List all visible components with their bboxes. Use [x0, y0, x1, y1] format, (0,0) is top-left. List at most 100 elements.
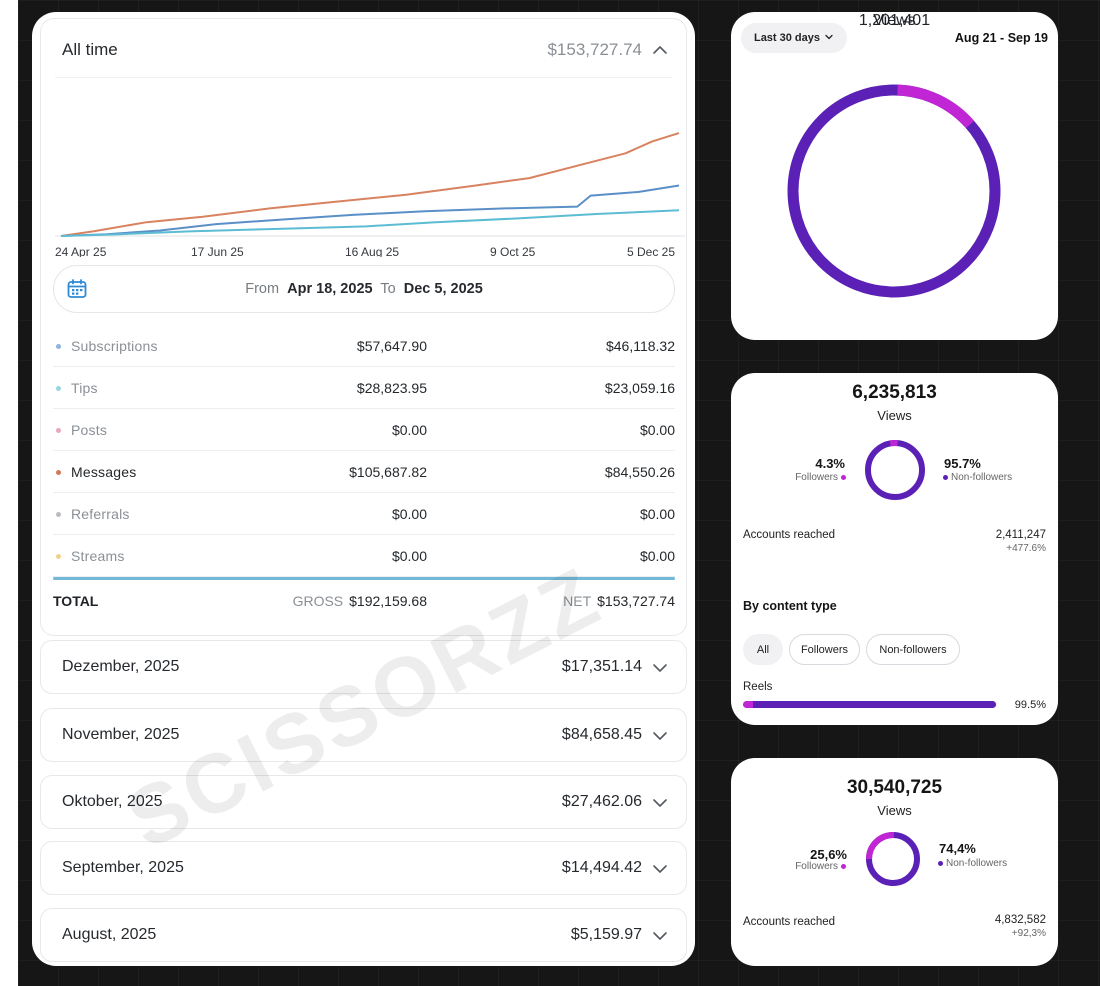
reels-progress-accent [743, 701, 753, 708]
views-label: Views [877, 408, 912, 423]
ring-nonfollowers [787, 84, 1001, 298]
x-tick-label: 17 Jun 25 [191, 245, 244, 257]
chevron-down-icon [824, 32, 834, 45]
month-name: September, 2025 [62, 859, 184, 876]
net-total: NET $153,727.74 [563, 593, 675, 609]
month-name: Oktober, 2025 [62, 793, 163, 810]
followers-percent: 25,6% [810, 847, 847, 862]
chevron-down-icon[interactable] [652, 795, 668, 811]
month-value: $27,462.06 [561, 793, 642, 810]
chip-all[interactable]: All [743, 634, 783, 665]
followers-swatch [841, 475, 846, 480]
chip-nonfollowers[interactable]: Non-followers [866, 634, 960, 665]
reels-percent: 99.5% [1014, 699, 1046, 711]
total-separator [53, 577, 675, 580]
views-stats-card-2: 30,540,725 Views 25,6% Followers 74,4% N… [731, 758, 1058, 966]
date-range-text: From Apr 18, 2025 To Dec 5, 2025 [54, 281, 674, 297]
period-label: Last 30 days [753, 32, 821, 44]
accounts-reached-delta: +477.6% [1006, 543, 1046, 554]
series-line-tips [60, 209, 680, 237]
chevron-up-icon[interactable] [652, 42, 668, 58]
month-row[interactable]: November, 2025 $84,658.45 [40, 708, 687, 762]
source-gross: $105,687.82 [349, 464, 427, 480]
source-color-dot [56, 554, 61, 559]
source-color-dot [56, 344, 61, 349]
source-net: $84,550.26 [604, 464, 675, 480]
followers-legend-label: Followers [795, 472, 838, 483]
views-stats-card: 6,235,813 Views 4.3% Followers 95.7% Non… [731, 373, 1058, 725]
source-name: Referrals [71, 506, 130, 522]
x-tick-label: 9 Oct 25 [490, 245, 536, 257]
source-color-dot [56, 386, 61, 391]
month-row[interactable]: August, 2025 $5,159.97 [40, 908, 687, 962]
date-range-label: Aug 21 - Sep 19 [954, 31, 1048, 45]
source-gross: $0.00 [391, 506, 427, 522]
nonfollowers-percent: 95.7% [944, 456, 981, 471]
series-line-messages [60, 132, 680, 237]
source-color-dot [56, 512, 61, 517]
source-name: Posts [71, 422, 108, 438]
month-row[interactable]: September, 2025 $14,494.42 [40, 841, 687, 895]
calendar-icon [66, 278, 88, 300]
views-ring [787, 84, 1001, 298]
chevron-down-icon[interactable] [652, 928, 668, 944]
source-net: $0.00 [639, 422, 675, 438]
x-tick-label: 5 Dec 25 [627, 245, 675, 257]
reels-progress-bar [743, 701, 997, 708]
views-label: Views [873, 12, 916, 29]
from-date: Apr 18, 2025 [287, 281, 373, 297]
x-tick-label: 24 Apr 25 [55, 245, 107, 257]
chevron-down-icon[interactable] [652, 861, 668, 877]
to-date: Dec 5, 2025 [403, 281, 483, 297]
net-value: $153,727.74 [597, 593, 675, 609]
source-row: Subscriptions $57,647.90 $46,118.32 [53, 325, 675, 367]
source-name: Tips [71, 380, 98, 396]
followers-percent: 4.3% [815, 456, 845, 471]
summary-header[interactable]: All time $153,727.74 [41, 19, 686, 79]
to-label: To [380, 281, 396, 297]
followers-legend-label: Followers [795, 861, 838, 872]
accounts-reached-label: Accounts reached [743, 529, 836, 541]
net-label: NET [563, 593, 592, 609]
source-row: Streams $0.00 $0.00 [53, 535, 675, 577]
views-value: 1,201,401 [858, 12, 931, 29]
followers-legend: Followers [795, 861, 846, 872]
nonfollowers-legend: Non-followers [938, 858, 1007, 869]
accounts-reached-value: 2,411,247 [995, 529, 1046, 541]
nonfollowers-legend-label: Non-followers [951, 472, 1013, 483]
month-row[interactable]: Dezember, 2025 $17,351.14 [40, 640, 687, 694]
chevron-down-icon[interactable] [652, 728, 668, 744]
source-net: $0.00 [639, 548, 675, 564]
total-label: TOTAL [53, 593, 99, 609]
nonfollowers-legend-label: Non-followers [946, 858, 1008, 869]
followers-swatch [841, 864, 846, 869]
earnings-summary: All time $153,727.74 24 Apr 25 17 Jun 25 1… [40, 18, 687, 636]
nonfollowers-swatch [938, 861, 943, 866]
nonfollowers-percent: 74,4% [939, 841, 976, 856]
source-color-dot [56, 470, 61, 475]
source-net: $0.00 [639, 506, 675, 522]
chevron-down-icon[interactable] [652, 660, 668, 676]
month-row[interactable]: Oktober, 2025 $27,462.06 [40, 775, 687, 829]
source-row: Referrals $0.00 $0.00 [53, 493, 675, 535]
source-gross: $28,823.95 [356, 380, 427, 396]
views-card: Last 30 days Aug 21 - Sep 19 Views 1,201… [731, 12, 1058, 340]
period-dropdown[interactable]: Last 30 days [741, 23, 847, 53]
followers-donut [865, 440, 925, 500]
views-label: Views [877, 803, 912, 818]
section-title: By content type [743, 599, 837, 613]
reels-label: Reels [743, 681, 773, 693]
source-row: Posts $0.00 $0.00 [53, 409, 675, 451]
nonfollowers-legend: Non-followers [943, 472, 1012, 483]
source-net: $23,059.16 [604, 380, 675, 396]
earnings-line-chart: 24 Apr 25 17 Jun 25 16 Aug 25 9 Oct 25 5 Dec… [55, 132, 685, 257]
views-total: 30,540,725 [846, 777, 943, 798]
source-row: Tips $28,823.95 $23,059.16 [53, 367, 675, 409]
summary-total: $153,727.74 [547, 40, 642, 59]
chip-followers[interactable]: Followers [789, 634, 860, 665]
accounts-reached-label: Accounts reached [743, 916, 836, 928]
reels-progress-fill [743, 701, 996, 708]
donut-nonfollowers [865, 440, 925, 500]
date-range-picker[interactable]: From Apr 18, 2025 To Dec 5, 2025 [53, 265, 675, 313]
summary-title: All time [62, 40, 118, 59]
